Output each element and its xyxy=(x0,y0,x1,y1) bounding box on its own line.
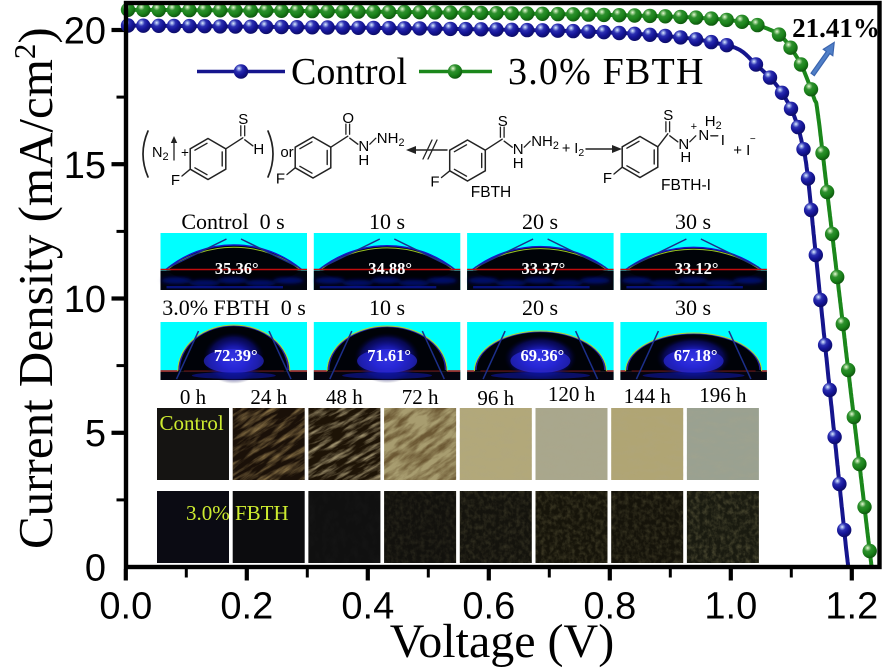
svg-text:H: H xyxy=(513,155,524,172)
svg-text:+: + xyxy=(181,145,189,160)
svg-text:1.2: 1.2 xyxy=(825,586,878,628)
svg-text:+ I: + I xyxy=(733,142,750,159)
svg-text:196 h: 196 h xyxy=(699,383,747,407)
svg-text:F: F xyxy=(171,172,180,189)
svg-text:48 h: 48 h xyxy=(326,385,363,409)
svg-text:+: + xyxy=(691,121,697,133)
svg-text:Voltage (V): Voltage (V) xyxy=(390,615,614,668)
svg-text:3.0% FBTH 0 s: 3.0% FBTH 0 s xyxy=(162,295,306,320)
svg-text:0 h: 0 h xyxy=(180,385,207,409)
svg-text:N: N xyxy=(358,138,369,155)
svg-text:F: F xyxy=(276,171,285,188)
svg-text:Control: Control xyxy=(291,51,407,93)
svg-text:0.0: 0.0 xyxy=(99,586,152,628)
svg-text:N: N xyxy=(698,127,709,144)
svg-text:69.36°: 69.36° xyxy=(521,346,565,365)
svg-text:0.4: 0.4 xyxy=(341,586,394,628)
svg-text:H: H xyxy=(680,149,691,166)
svg-text:72 h: 72 h xyxy=(402,385,439,409)
svg-text:15: 15 xyxy=(64,145,106,187)
svg-text:S: S xyxy=(663,107,673,124)
svg-text:20: 20 xyxy=(64,11,106,53)
svg-text:FBTH-I: FBTH-I xyxy=(661,177,711,194)
svg-text:0: 0 xyxy=(85,548,106,590)
svg-text:or: or xyxy=(280,144,293,161)
svg-text:72.39°: 72.39° xyxy=(214,346,258,365)
svg-text:10: 10 xyxy=(64,279,106,321)
svg-text:24 h: 24 h xyxy=(250,385,287,409)
svg-text:3.0% FBTH: 3.0% FBTH xyxy=(186,501,289,525)
svg-text:0.2: 0.2 xyxy=(220,586,273,628)
svg-text:71.61°: 71.61° xyxy=(367,346,411,365)
svg-text:35.36°: 35.36° xyxy=(215,259,259,278)
svg-text:30 s: 30 s xyxy=(675,209,711,234)
svg-text:33.12°: 33.12° xyxy=(675,259,719,278)
svg-text:5: 5 xyxy=(85,413,106,455)
svg-text:0.6: 0.6 xyxy=(462,586,515,628)
svg-text:144 h: 144 h xyxy=(624,384,672,408)
svg-text:10 s: 10 s xyxy=(369,295,405,320)
svg-text:3.0% FBTH: 3.0% FBTH xyxy=(508,51,705,93)
svg-text:N: N xyxy=(513,141,524,158)
svg-text:S: S xyxy=(498,113,508,130)
svg-text:FBTH: FBTH xyxy=(471,184,511,201)
svg-text:F: F xyxy=(603,170,612,187)
svg-text:NH2: NH2 xyxy=(377,130,405,149)
svg-text:Current Density (mA/cm2): Current Density (mA/cm2) xyxy=(7,27,63,549)
svg-text:I: I xyxy=(721,132,725,149)
svg-text:0.8: 0.8 xyxy=(583,586,636,628)
svg-text:S: S xyxy=(238,111,248,128)
svg-text:NH2: NH2 xyxy=(531,133,559,152)
svg-text:21.41%: 21.41% xyxy=(792,13,880,43)
svg-text:33.37°: 33.37° xyxy=(522,259,566,278)
svg-text:Control: Control xyxy=(160,411,224,435)
svg-text:34.88°: 34.88° xyxy=(368,259,412,278)
svg-text:1.0: 1.0 xyxy=(704,586,757,628)
svg-text:Control 0 s: Control 0 s xyxy=(181,209,284,234)
svg-text:10 s: 10 s xyxy=(369,209,405,234)
svg-text:H: H xyxy=(358,152,369,169)
svg-text:−: − xyxy=(750,134,756,145)
svg-text:F: F xyxy=(430,174,439,191)
svg-text:67.18°: 67.18° xyxy=(674,346,718,365)
svg-text:H: H xyxy=(253,141,264,158)
svg-text:96 h: 96 h xyxy=(477,386,514,410)
svg-text:30 s: 30 s xyxy=(675,295,711,320)
svg-text:120 h: 120 h xyxy=(548,382,596,406)
svg-text:O: O xyxy=(342,110,354,127)
svg-text:20 s: 20 s xyxy=(522,209,558,234)
svg-text:20 s: 20 s xyxy=(522,295,558,320)
svg-text:N: N xyxy=(678,136,689,153)
